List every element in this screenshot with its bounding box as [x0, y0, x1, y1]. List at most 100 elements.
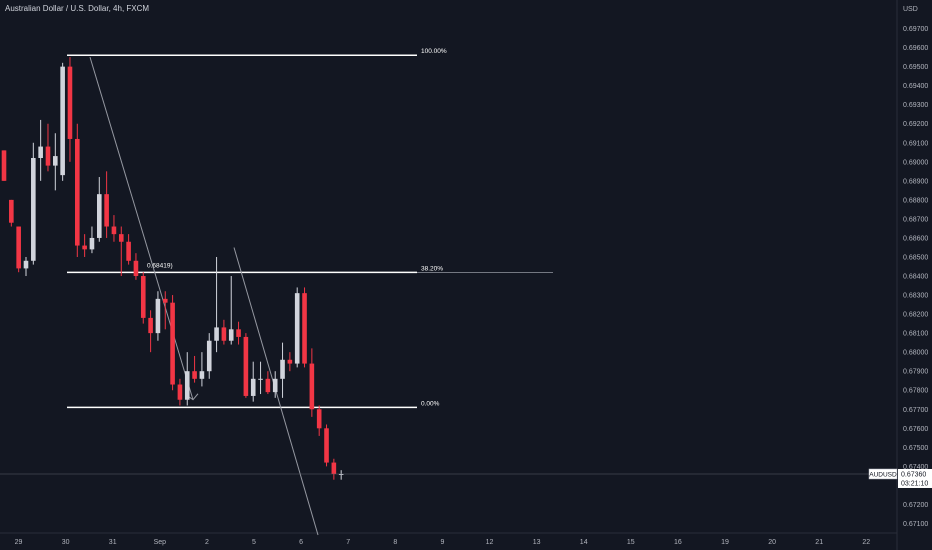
time-tick-label: 14 — [580, 539, 588, 546]
candle-body — [177, 384, 183, 400]
candle-body — [31, 157, 36, 261]
time-tick-label: 29 — [15, 539, 23, 546]
candle-body — [236, 329, 241, 337]
candle-body — [294, 293, 300, 364]
candle-body — [250, 378, 256, 396]
candle-body — [162, 298, 168, 303]
time-tick-label: 31 — [109, 539, 117, 546]
candle-body — [331, 462, 337, 474]
symbol-tag — [868, 468, 898, 480]
candle-body — [265, 378, 271, 393]
price-tick-label: 0.68300 — [903, 293, 928, 300]
candle-body — [272, 378, 278, 393]
candle-body — [155, 298, 161, 334]
candle-body — [111, 226, 117, 235]
price-tick-label: 0.68500 — [903, 254, 928, 261]
time-tick-label: 9 — [440, 539, 444, 546]
candle-body — [148, 317, 153, 334]
time-tick-label: 15 — [627, 539, 635, 546]
candle-body — [82, 245, 87, 250]
current-price-tag — [898, 468, 932, 488]
time-tick-label: 22 — [862, 539, 870, 546]
price-tick-label: 0.68700 — [903, 216, 928, 223]
fib-level-label: 38.20% — [421, 265, 443, 272]
candle-body — [192, 371, 197, 379]
price-tick-label: 0.69400 — [903, 83, 928, 90]
price-tick-label: 0.68100 — [903, 331, 928, 338]
price-tick-label: 0.69500 — [903, 64, 928, 71]
time-tick-label: 13 — [533, 539, 541, 546]
candle-body — [75, 138, 80, 246]
price-tick-label: 0.67700 — [903, 407, 928, 414]
price-tick-label: 0.68800 — [903, 197, 928, 204]
price-tick-label: 0.67500 — [903, 445, 928, 452]
candle-body — [9, 199, 14, 223]
candle-body — [96, 194, 102, 238]
candle-body — [118, 234, 124, 242]
price-tick-label: 0.68200 — [903, 312, 928, 319]
candle-body — [309, 363, 315, 410]
price-tick-label: 0.69600 — [903, 45, 928, 52]
time-tick-label: 21 — [815, 539, 823, 546]
candle-body — [45, 146, 51, 166]
price-tick-label: 0.69300 — [903, 102, 928, 109]
price-tick-label: 0.69000 — [903, 159, 928, 166]
price-tick-label: 0.68600 — [903, 235, 928, 242]
time-tick-label: Sep — [154, 539, 167, 546]
fib-level-label: 100.00% — [421, 48, 447, 55]
price-tick-label: 0.67600 — [903, 426, 928, 433]
time-tick-label: 5 — [252, 539, 256, 546]
candle-body — [89, 237, 95, 250]
candle-body — [133, 260, 139, 277]
price-tick-label: 0.67800 — [903, 388, 928, 395]
candle-body — [53, 156, 58, 166]
price-tick-label: 0.69700 — [903, 26, 928, 33]
candle-body — [38, 146, 43, 158]
candle-body — [184, 371, 190, 400]
price-annotation: 0.68419) — [147, 262, 173, 269]
candle-body — [140, 276, 146, 318]
candle-body — [302, 293, 307, 364]
time-tick-label: 6 — [299, 539, 303, 546]
candle-body — [60, 66, 65, 176]
candle-body — [199, 371, 205, 379]
trend-line-1 — [89, 56, 194, 400]
time-tick-label: 2 — [205, 539, 209, 546]
current-price-label: 0.67360 — [901, 471, 926, 478]
candle-body — [16, 226, 21, 269]
countdown-label: 03:21:10 — [901, 480, 928, 487]
price-tick-label: 0.67200 — [903, 502, 928, 509]
price-tick-label: 0.67900 — [903, 369, 928, 376]
candle-body — [243, 336, 249, 396]
time-tick-label: 16 — [674, 539, 682, 546]
time-tick-label: 19 — [721, 539, 729, 546]
time-tick-label: 7 — [346, 539, 350, 546]
price-tick-label: 0.68400 — [903, 274, 928, 281]
candle-body — [258, 378, 263, 380]
price-tick-label: 0.68900 — [903, 178, 928, 185]
candle-body — [338, 473, 344, 475]
time-tick-label: 20 — [768, 539, 776, 546]
time-tick-label: 12 — [486, 539, 494, 546]
candle-body — [126, 241, 131, 261]
symbol-tag-label: AUDUSD — [869, 471, 897, 478]
time-tick-label: 30 — [62, 539, 70, 546]
currency-label: USD — [903, 6, 918, 13]
candle-body — [170, 302, 175, 385]
price-tick-label: 0.67400 — [903, 464, 928, 471]
candle-body — [67, 66, 73, 139]
candle-body — [1, 150, 7, 181]
chart-title: Australian Dollar / U.S. Dollar, 4h, FXC… — [5, 4, 150, 13]
price-tick-label: 0.69100 — [903, 140, 928, 147]
price-tick-label: 0.68000 — [903, 350, 928, 357]
candle-body — [221, 327, 227, 341]
price-tick-label: 0.69200 — [903, 121, 928, 128]
candle-body — [316, 409, 322, 429]
candle-body — [324, 428, 329, 463]
candle-body — [23, 260, 29, 269]
candle-body — [214, 327, 219, 341]
fib-level-label: 0.00% — [421, 400, 440, 407]
candle-body — [280, 359, 285, 379]
candle-body — [104, 194, 109, 227]
